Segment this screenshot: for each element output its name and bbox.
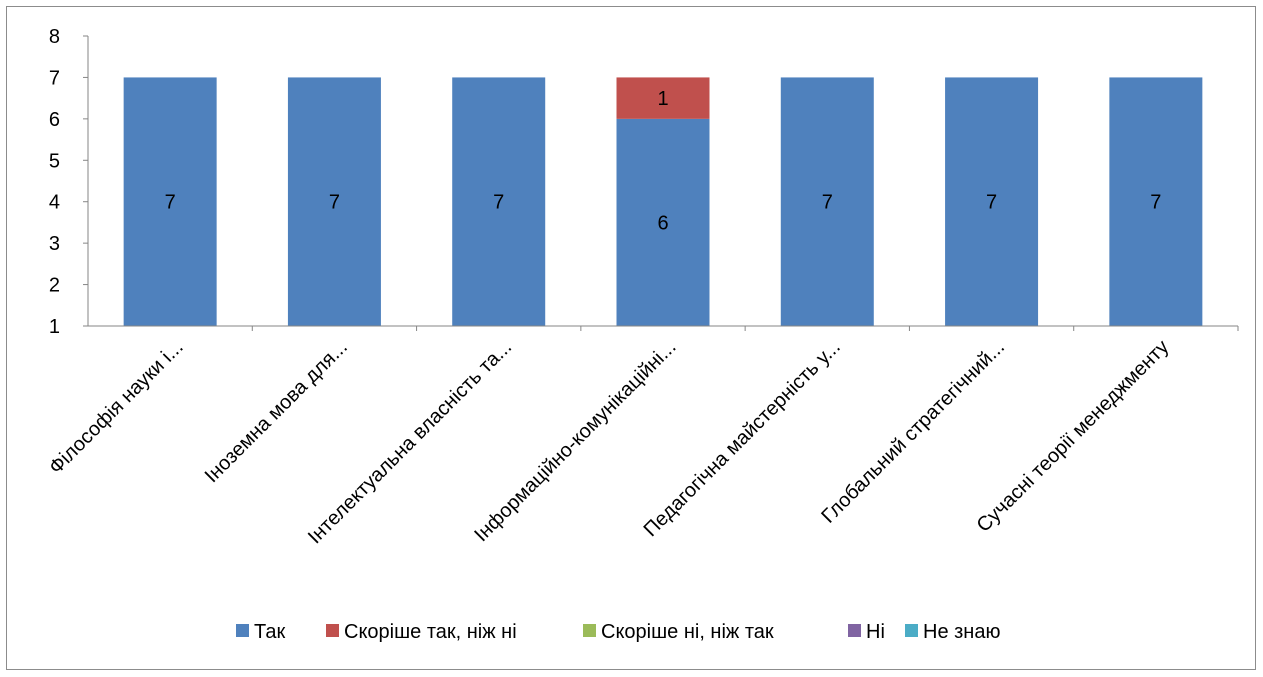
data-label: 7 [493,192,504,214]
y-tick-label: 8 [49,26,60,48]
bar-segment [452,77,546,326]
data-label: 7 [165,192,176,214]
bar-segment [616,77,710,119]
bar-segment [1109,77,1203,326]
bars: 7 7 7 6 1 7 7 7 [123,77,1203,326]
bar-segment [945,77,1039,326]
legend: Так Скоріше так, ніж ні Скоріше ні, ніж та… [236,621,1000,643]
legend-swatch [326,624,339,637]
y-tick-label: 7 [49,67,60,89]
y-axis: 1 2 3 4 5 6 7 8 [49,26,89,338]
x-axis: Філософія науки і... Іноземна мова для...… [45,325,1239,548]
x-category-label: Інформаційно-комунікаційні... [470,336,680,546]
legend-swatch [236,624,249,637]
legend-label: Ні [866,621,885,643]
y-tick-label: 3 [49,233,60,255]
x-category-label: Глобальний стратегічний... [817,336,1009,528]
legend-swatch [905,624,918,637]
y-tick-label: 4 [49,192,60,214]
y-tick-label: 2 [49,275,60,297]
x-category-label: Сучасні теорії менеджменту [973,336,1174,537]
x-category-label: Філософія науки і... [45,336,188,479]
legend-label: Скоріше так, ніж ні [344,621,517,643]
bar-segment [123,77,217,326]
data-label: 7 [1150,192,1161,214]
data-label: 7 [986,192,997,214]
bar-segment [287,77,381,326]
y-tick-label: 1 [49,316,60,338]
y-tick-label: 6 [49,109,60,131]
data-label: 7 [822,192,833,214]
bar-segment [616,118,710,326]
legend-label: Скоріше ні, ніж так [601,621,774,643]
x-category-label: Іноземна мова для... [201,336,352,487]
legend-label: Так [254,621,285,643]
y-tick-label: 5 [49,150,60,172]
data-label: 6 [657,212,668,234]
data-label: 1 [657,88,668,110]
x-category-label: Педагогічна майстерність у... [640,336,845,541]
data-label: 7 [329,192,340,214]
legend-swatch [583,624,596,637]
legend-label: Не знаю [923,621,1000,643]
bar-segment [780,77,874,326]
legend-swatch [848,624,861,637]
